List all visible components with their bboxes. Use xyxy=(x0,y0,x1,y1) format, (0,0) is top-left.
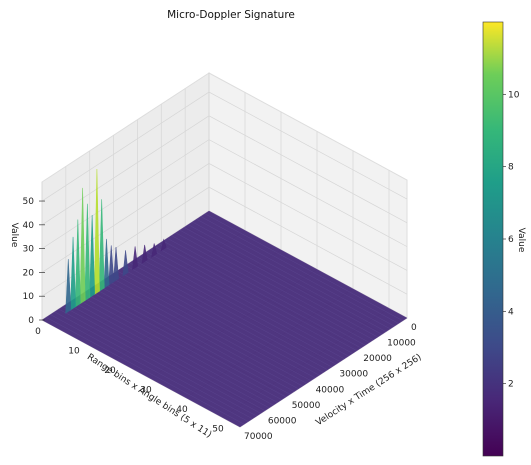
colorbar-ticks: 2 4 6 8 10 xyxy=(503,90,520,390)
surface-mesh xyxy=(150,248,349,357)
z-tick-label: 40 xyxy=(23,221,35,231)
surface-peak xyxy=(70,236,76,311)
x-tick-label: 30000 xyxy=(339,370,368,380)
z-axis-label: Value xyxy=(9,223,19,248)
y-tick-label: 0 xyxy=(35,327,41,337)
surface-mesh xyxy=(200,216,399,324)
colorbar-tick-label: 10 xyxy=(508,90,520,100)
y-tick-label: 40 xyxy=(176,405,188,415)
surface-mesh xyxy=(117,270,316,379)
surface-peak xyxy=(108,245,115,286)
surface-mesh xyxy=(142,254,341,362)
surface-mesh xyxy=(66,303,266,411)
x-tick-label: 20000 xyxy=(363,354,392,364)
chart-title: Micro-Doppler Signature xyxy=(167,9,295,21)
surface-peak xyxy=(103,238,110,289)
y-tick-label: 10 xyxy=(68,346,80,356)
surface-mesh xyxy=(79,295,278,403)
surface-peak xyxy=(113,246,119,283)
surface-mesh xyxy=(196,219,395,327)
z-tick-label: 50 xyxy=(23,197,35,207)
surface-peak xyxy=(98,199,105,292)
surface-mesh xyxy=(87,289,287,398)
surface-peak xyxy=(151,243,158,258)
surface-mesh xyxy=(100,281,299,390)
surface-peak xyxy=(141,244,148,264)
surface-peak xyxy=(89,214,96,299)
grid-line-z xyxy=(41,91,408,202)
x-tick-label: 60000 xyxy=(268,416,297,426)
surface-peak xyxy=(122,250,129,277)
surface-mesh xyxy=(179,229,378,338)
surface-plot xyxy=(41,169,408,428)
surface-peak xyxy=(65,259,72,314)
surface-mesh xyxy=(175,232,374,340)
axes: 0 10 20 30 40 50 0 10 20 30 40 50 0 10000 20000 30000 40… xyxy=(23,197,417,442)
surface-peak xyxy=(84,203,91,302)
y-tick-label: 30 xyxy=(140,385,152,395)
x-tick-label: 10000 xyxy=(387,339,416,349)
z-tick-label: 0 xyxy=(28,316,34,326)
surface-mesh xyxy=(154,246,353,354)
surface-mesh xyxy=(112,273,312,381)
surface-mesh xyxy=(129,262,328,370)
z-tick-label: 30 xyxy=(23,245,35,255)
surface-mesh xyxy=(204,213,403,321)
y-tick-label: 50 xyxy=(212,424,224,434)
surface-mesh xyxy=(188,224,387,332)
colorbar-tick-label: 6 xyxy=(508,235,514,245)
surface-mesh xyxy=(192,221,391,330)
x-tick-label: 40000 xyxy=(316,385,345,395)
surface-mesh xyxy=(83,292,282,400)
surface-mesh xyxy=(125,265,324,373)
surface-peak xyxy=(160,238,167,252)
surface-mesh xyxy=(146,251,345,360)
colorbar-tick-label: 4 xyxy=(508,307,514,317)
surface-peak xyxy=(79,187,86,305)
surface-mesh xyxy=(108,276,307,384)
x-tick-label: 0 xyxy=(411,323,417,333)
z-tick-label: 10 xyxy=(23,292,35,302)
grid-line-z xyxy=(41,115,408,226)
z-tick-label: 20 xyxy=(23,268,35,278)
surface-mesh xyxy=(183,227,383,335)
colorbar xyxy=(482,21,504,457)
y-tick-label: 20 xyxy=(104,366,116,376)
x-tick-label: 70000 xyxy=(244,432,273,442)
surface-mesh xyxy=(158,243,357,351)
surface-mesh xyxy=(137,257,337,365)
colorbar-tick-label: 8 xyxy=(508,163,514,173)
surface-peak xyxy=(74,219,81,308)
surface-mesh xyxy=(50,314,249,422)
surface-mesh xyxy=(96,284,295,392)
colorbar-tick-label: 2 xyxy=(508,380,514,390)
surface-mesh xyxy=(92,287,291,395)
surface-mesh xyxy=(54,311,253,419)
surface-peak xyxy=(93,169,100,296)
surface-peak xyxy=(132,246,139,271)
surface-mesh xyxy=(167,238,366,346)
surface-mesh xyxy=(121,268,320,376)
surface-mesh xyxy=(58,308,257,417)
colorbar-label: Value xyxy=(516,228,526,253)
x-tick-label: 50000 xyxy=(292,401,321,411)
surface-mesh xyxy=(171,235,370,343)
surface-mesh xyxy=(62,306,261,414)
surface-mesh xyxy=(71,300,270,409)
surface-mesh xyxy=(104,278,303,387)
surface-mesh xyxy=(75,298,274,406)
surface-mesh xyxy=(133,259,332,368)
surface-mesh xyxy=(162,240,362,349)
surface-mesh xyxy=(46,317,245,425)
